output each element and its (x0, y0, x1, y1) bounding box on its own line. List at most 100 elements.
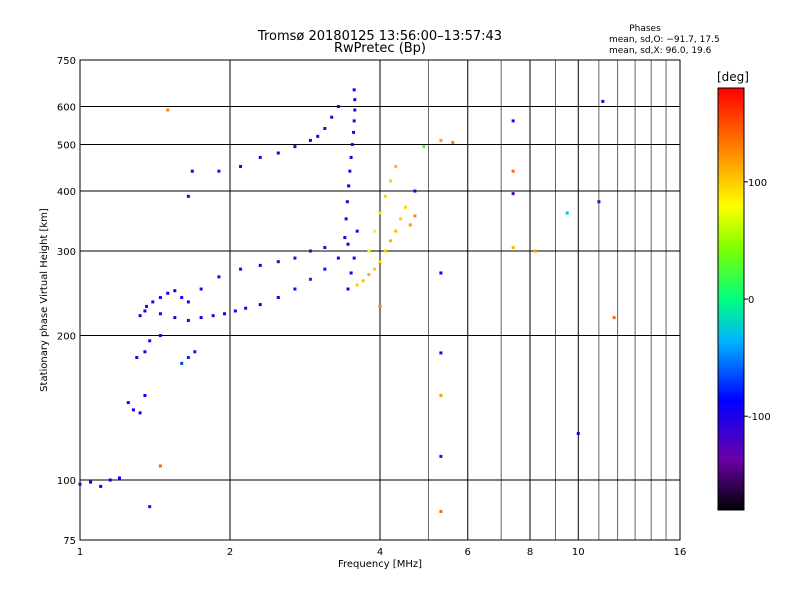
data-point (330, 115, 334, 119)
data-point (239, 267, 243, 271)
data-point (78, 482, 82, 486)
data-point (148, 339, 152, 343)
data-point (199, 287, 203, 291)
data-point (373, 229, 377, 233)
data-point (336, 105, 340, 109)
data-point (347, 184, 351, 188)
data-point (186, 194, 190, 198)
data-point (89, 480, 93, 484)
colorbar-tick-label: 100 (748, 178, 767, 189)
data-point (597, 200, 601, 204)
y-tick-label: 300 (57, 247, 76, 258)
data-point (323, 126, 327, 130)
data-point (308, 277, 312, 281)
y-tick-label: 400 (57, 187, 76, 198)
y-tick-label: 750 (57, 56, 76, 67)
colorbar-tick-label: 0 (748, 295, 754, 306)
data-point (276, 260, 280, 264)
data-point (350, 143, 354, 147)
data-point (108, 478, 112, 482)
chart-subtitle: RwPretec (Bp) (334, 41, 426, 56)
data-point (131, 408, 135, 412)
data-point (117, 476, 121, 480)
data-point (166, 291, 170, 295)
data-point (180, 296, 184, 300)
data-point (373, 267, 377, 271)
data-point (355, 229, 359, 233)
data-point (439, 138, 443, 142)
data-point (323, 246, 327, 250)
stats-x-mode: mean, sd,X: 96.0, 19.6 (609, 46, 712, 56)
x-tick-label: 1 (77, 547, 83, 558)
y-tick-label: 200 (57, 332, 76, 343)
data-point (211, 314, 215, 318)
data-point (439, 394, 443, 398)
x-tick-label: 2 (227, 547, 233, 558)
axis-ticks: 1 2 4 6 8 10 16 75 100 200 300 400 500 600 750 (57, 56, 686, 558)
data-point (138, 314, 142, 318)
data-point (352, 88, 356, 92)
data-point (148, 505, 152, 509)
data-point (138, 411, 142, 415)
data-point (143, 350, 147, 354)
data-point (601, 99, 605, 103)
data-point (399, 217, 403, 221)
data-point (346, 242, 350, 246)
data-point (143, 394, 147, 398)
data-point (193, 350, 197, 354)
data-point (383, 249, 387, 253)
data-point (355, 283, 359, 287)
data-point (346, 287, 350, 291)
data-point (565, 211, 569, 215)
data-point (348, 169, 352, 173)
data-point (353, 98, 357, 102)
data-point (239, 164, 243, 168)
y-tick-label: 75 (63, 536, 76, 547)
data-point (258, 263, 262, 267)
x-tick-label: 6 (465, 547, 471, 558)
data-point (439, 271, 443, 275)
data-point (293, 145, 297, 149)
data-point (367, 273, 371, 277)
x-tick-label: 4 (377, 547, 383, 558)
x-axis-label: Frequency [MHz] (338, 559, 422, 570)
data-point (158, 296, 162, 300)
y-axis-label: Stationary phase Virtual Height [km] (39, 208, 50, 392)
data-point (367, 249, 371, 253)
x-tick-label: 16 (674, 547, 687, 558)
data-point (352, 130, 356, 134)
data-points (78, 88, 616, 513)
data-point (383, 194, 387, 198)
data-point (343, 236, 347, 240)
data-point (413, 189, 417, 193)
data-point (258, 155, 262, 159)
data-point (173, 289, 177, 293)
x-tick-label: 10 (572, 547, 585, 558)
data-point (511, 246, 515, 250)
data-point (308, 249, 312, 253)
data-point (352, 256, 356, 260)
stats-heading: Phases (629, 24, 661, 34)
data-point (180, 361, 184, 365)
data-point (173, 316, 177, 320)
data-point (158, 312, 162, 316)
data-point (511, 169, 515, 173)
colorbar-tick-label: -100 (748, 412, 771, 423)
y-tick-label: 600 (57, 103, 76, 114)
data-point (413, 214, 417, 218)
data-point (439, 509, 443, 513)
data-point (199, 316, 203, 320)
data-point (293, 256, 297, 260)
data-point (576, 432, 580, 436)
colorbar-ticks: -100 0 100 (744, 178, 771, 423)
data-point (533, 249, 537, 253)
chart-title: Tromsø 20180125 13:56:00–13:57:43 (257, 29, 502, 44)
data-point (145, 304, 149, 308)
data-point (422, 145, 426, 149)
data-point (511, 192, 515, 196)
stats-o-mode: mean, sd,O: −91.7, 17.5 (609, 35, 720, 45)
data-point (511, 119, 515, 123)
data-point (126, 401, 130, 405)
data-point (394, 164, 398, 168)
